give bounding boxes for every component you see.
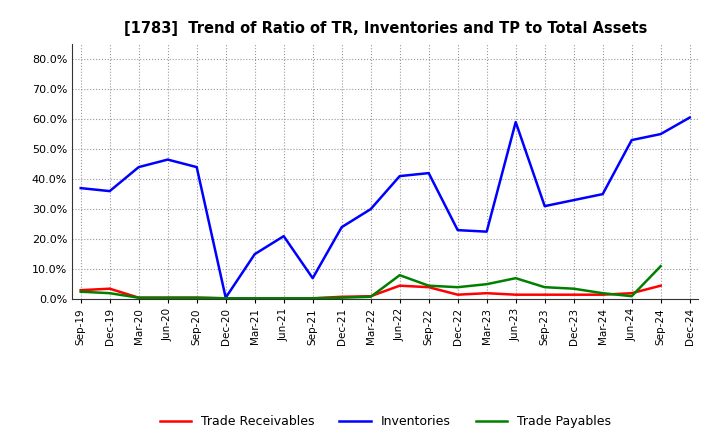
Trade Receivables: [570, 292, 578, 297]
Trade Receivables: [221, 296, 230, 301]
Trade Payables: [221, 296, 230, 301]
Inventories: [308, 275, 317, 281]
Title: [1783]  Trend of Ratio of TR, Inventories and TP to Total Assets: [1783] Trend of Ratio of TR, Inventories…: [124, 21, 647, 36]
Trade Receivables: [135, 295, 143, 301]
Trade Receivables: [482, 290, 491, 296]
Inventories: [221, 295, 230, 301]
Trade Receivables: [279, 296, 288, 301]
Inventories: [541, 203, 549, 209]
Inventories: [366, 206, 375, 212]
Trade Payables: [105, 290, 114, 296]
Inventories: [511, 119, 520, 125]
Trade Payables: [76, 289, 85, 294]
Trade Payables: [570, 286, 578, 291]
Inventories: [685, 115, 694, 120]
Legend: Trade Receivables, Inventories, Trade Payables: Trade Receivables, Inventories, Trade Pa…: [155, 411, 616, 433]
Inventories: [192, 165, 201, 170]
Trade Receivables: [511, 292, 520, 297]
Trade Payables: [163, 295, 172, 301]
Inventories: [76, 186, 85, 191]
Trade Payables: [395, 272, 404, 278]
Trade Payables: [598, 290, 607, 296]
Trade Receivables: [395, 283, 404, 288]
Trade Receivables: [163, 295, 172, 301]
Trade Receivables: [598, 292, 607, 297]
Trade Payables: [308, 296, 317, 301]
Trade Receivables: [192, 295, 201, 301]
Inventories: [454, 227, 462, 233]
Trade Receivables: [627, 290, 636, 296]
Trade Payables: [338, 295, 346, 301]
Inventories: [598, 191, 607, 197]
Trade Receivables: [105, 286, 114, 291]
Trade Receivables: [338, 294, 346, 300]
Inventories: [338, 224, 346, 230]
Inventories: [163, 157, 172, 162]
Trade Payables: [482, 282, 491, 287]
Trade Receivables: [424, 285, 433, 290]
Trade Receivables: [454, 292, 462, 297]
Trade Payables: [657, 264, 665, 269]
Line: Trade Receivables: Trade Receivables: [81, 286, 661, 298]
Trade Payables: [627, 293, 636, 299]
Trade Receivables: [366, 293, 375, 299]
Trade Receivables: [308, 296, 317, 301]
Inventories: [279, 234, 288, 239]
Trade Receivables: [657, 283, 665, 288]
Inventories: [395, 173, 404, 179]
Inventories: [424, 170, 433, 176]
Trade Receivables: [251, 296, 259, 301]
Inventories: [105, 188, 114, 194]
Trade Payables: [511, 275, 520, 281]
Trade Payables: [541, 285, 549, 290]
Trade Receivables: [76, 288, 85, 293]
Trade Payables: [279, 296, 288, 301]
Line: Inventories: Inventories: [81, 117, 690, 298]
Trade Payables: [251, 296, 259, 301]
Trade Payables: [366, 294, 375, 300]
Trade Receivables: [541, 292, 549, 297]
Trade Payables: [192, 295, 201, 301]
Trade Payables: [424, 283, 433, 288]
Inventories: [251, 252, 259, 257]
Trade Payables: [135, 295, 143, 301]
Inventories: [657, 132, 665, 137]
Line: Trade Payables: Trade Payables: [81, 266, 661, 298]
Inventories: [482, 229, 491, 234]
Inventories: [570, 198, 578, 203]
Inventories: [135, 165, 143, 170]
Trade Payables: [454, 285, 462, 290]
Inventories: [627, 137, 636, 143]
